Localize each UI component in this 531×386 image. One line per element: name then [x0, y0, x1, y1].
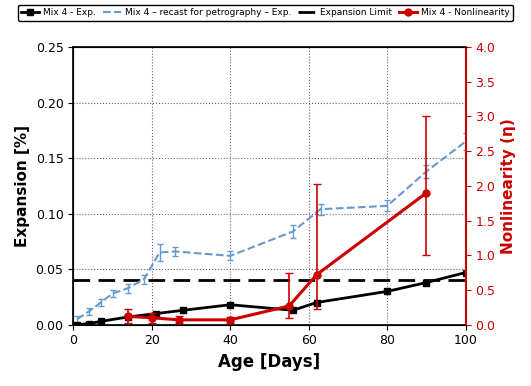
Legend: Mix 4 - Exp., Mix 4 – recast for petrography – Exp., Expansion Limit, Mix 4 - No: Mix 4 - Exp., Mix 4 – recast for petrogr…	[18, 5, 513, 21]
Line: Mix 4 - Nonlinearity: Mix 4 - Nonlinearity	[125, 190, 430, 323]
Mix 4 - Exp.	[152, 311, 159, 316]
Mix 4 – recast for petrography – Exp.	[318, 207, 324, 212]
Mix 4 - Exp.	[125, 315, 131, 319]
Mix 4 – recast for petrography – Exp.	[157, 250, 163, 255]
Mix 4 - Nonlinearity	[313, 273, 320, 277]
Expansion Limit	[70, 278, 76, 283]
Mix 4 - Nonlinearity	[286, 304, 292, 308]
Line: Mix 4 – recast for petrography – Exp.: Mix 4 – recast for petrography – Exp.	[77, 141, 466, 319]
Expansion Limit	[74, 278, 80, 283]
Mix 4 - Exp.	[98, 319, 104, 324]
Mix 4 – recast for petrography – Exp.	[109, 291, 116, 296]
Mix 4 - Nonlinearity	[149, 315, 155, 320]
Mix 4 – recast for petrography – Exp.	[98, 300, 104, 305]
Mix 4 – recast for petrography – Exp.	[227, 254, 234, 258]
Mix 4 – recast for petrography – Exp.	[125, 286, 131, 290]
Y-axis label: Expansion [%]: Expansion [%]	[15, 125, 30, 247]
X-axis label: Age [Days]: Age [Days]	[218, 353, 321, 371]
Mix 4 - Exp.	[227, 302, 234, 307]
Mix 4 - Exp.	[180, 308, 186, 313]
Mix 4 – recast for petrography – Exp.	[74, 317, 80, 322]
Mix 4 – recast for petrography – Exp.	[86, 309, 92, 314]
Y-axis label: Nonlinearity (η): Nonlinearity (η)	[501, 118, 516, 254]
Mix 4 – recast for petrography – Exp.	[384, 203, 390, 208]
Mix 4 – recast for petrography – Exp.	[423, 169, 430, 174]
Mix 4 – recast for petrography – Exp.	[290, 229, 296, 234]
Mix 4 - Nonlinearity	[423, 191, 430, 195]
Mix 4 – recast for petrography – Exp.	[172, 249, 178, 254]
Mix 4 - Nonlinearity	[227, 318, 234, 322]
Mix 4 - Exp.	[384, 289, 390, 294]
Mix 4 - Exp.	[423, 280, 430, 285]
Mix 4 - Exp.	[313, 300, 320, 305]
Mix 4 - Exp.	[463, 270, 469, 275]
Mix 4 – recast for petrography – Exp.	[141, 277, 147, 281]
Mix 4 - Exp.	[86, 321, 92, 326]
Mix 4 - Exp.	[290, 308, 296, 313]
Mix 4 - Nonlinearity	[125, 314, 131, 319]
Mix 4 - Exp.	[74, 322, 80, 327]
Mix 4 – recast for petrography – Exp.	[463, 139, 469, 144]
Mix 4 - Nonlinearity	[176, 318, 183, 322]
Line: Mix 4 - Exp.: Mix 4 - Exp.	[74, 269, 469, 328]
